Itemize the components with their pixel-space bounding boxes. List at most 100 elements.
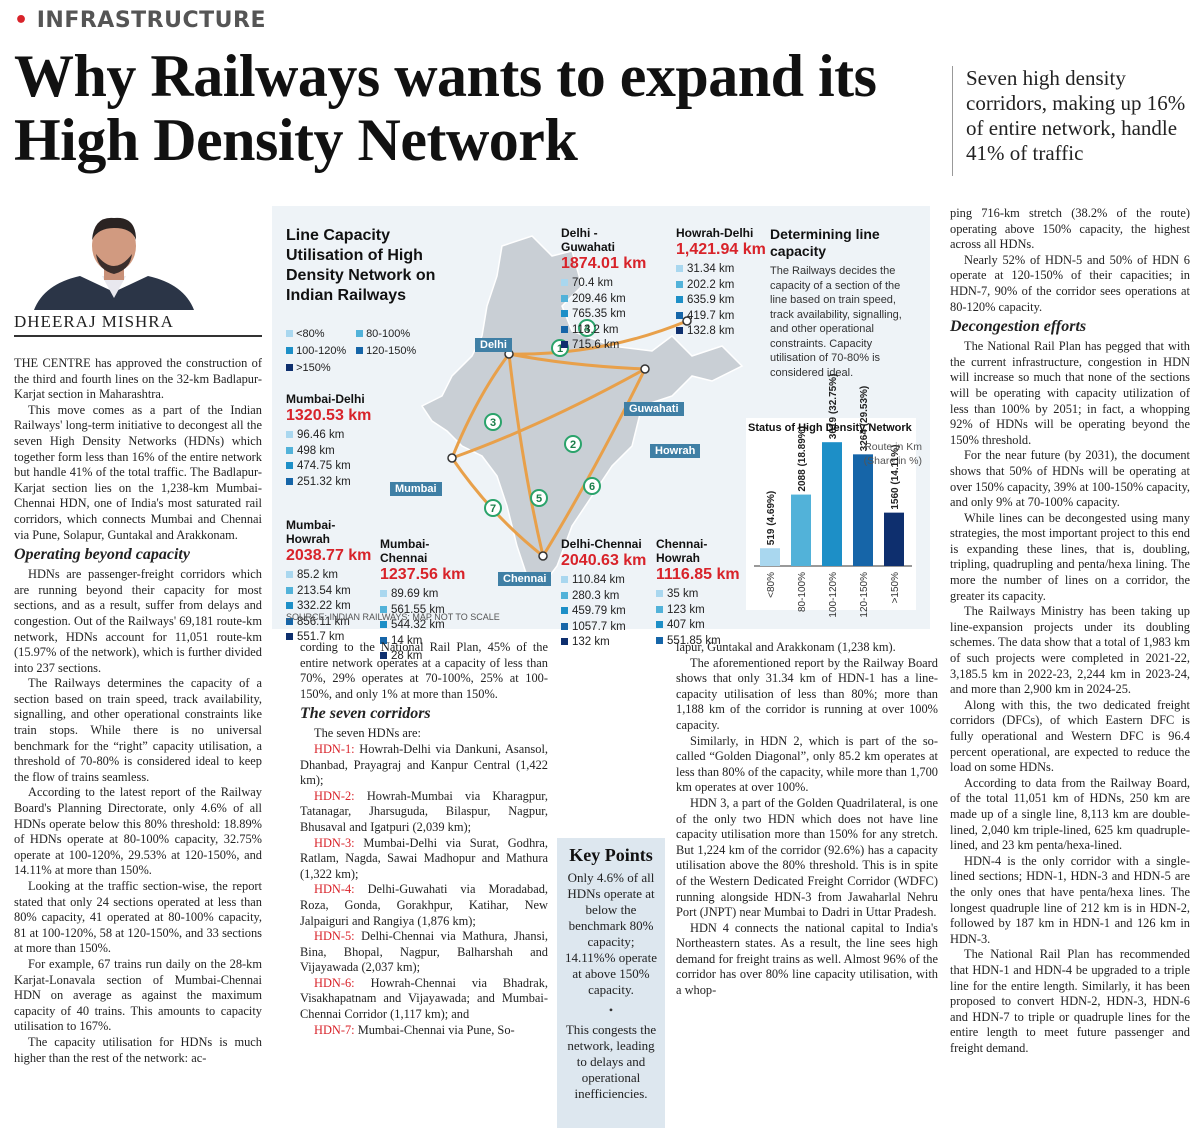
corridor-value: 407 km: [656, 618, 742, 634]
section-name: INFRASTRUCTURE: [36, 8, 266, 33]
city-label-guwahati: Guwahati: [624, 402, 684, 416]
key-points-box: Key Points Only 4.6% of all HDNs operate…: [557, 838, 665, 1128]
corridor-value-text: 89.69 km: [391, 588, 439, 600]
determining-title: Determining line capacity: [770, 226, 880, 259]
paragraph: This move comes as a part of the Indian …: [14, 402, 262, 542]
hdn-list: HDN-1: Howrah-Delhi via Dankuni, Asansol…: [300, 742, 548, 1038]
corridor-stats: Mumbai-Howrah 2038.77 km 85.2 km 213.54 km 3…: [286, 518, 372, 646]
author-photo: [14, 206, 262, 310]
column-4: lapur, Guntakal and Arakkonam (1,238 km)…: [676, 640, 938, 999]
corridor-marker: 5: [530, 489, 548, 507]
corridor-value-text: 544.32 km: [391, 619, 445, 631]
hdn-text: Howrah-Chennai via Bhadrak, Visakhapatna…: [300, 975, 548, 1022]
bar-2: [822, 442, 842, 566]
bar-4: [884, 512, 904, 566]
corridor-value-text: 765.35 km: [572, 308, 626, 320]
divider: [952, 66, 953, 176]
bullet-icon: •: [608, 1003, 614, 1017]
paragraph: Nearly 52% of HDN-5 and 50% of HDN 6 ope…: [950, 252, 1190, 314]
corridor-value: 280.3 km: [561, 589, 647, 605]
paragraph: The Railways Ministry has been taking up…: [950, 604, 1190, 697]
corridor-value-text: 1057.7 km: [572, 620, 626, 633]
paragraph: THE CENTRE has approved the construction…: [14, 356, 262, 402]
corridor-value-text: 551.7 km: [297, 631, 345, 643]
hdn-text: Mumbai-Delhi via Surat, Godhra, Ratlam, …: [300, 835, 548, 881]
section-label: • INFRASTRUCTURE: [14, 8, 266, 33]
svg-text:6: 6: [589, 481, 595, 493]
corridor-line: [541, 368, 647, 557]
corridor-value: 113.2 km: [561, 323, 647, 339]
hdn-text: Delhi-Chennai via Mathura, Jhansi, Bina,…: [300, 929, 548, 975]
hdn-text: Delhi-Guwahati via Moradabad, Roza, Gond…: [300, 882, 548, 928]
determining-text: The Railways decides the capacity of a s…: [770, 265, 902, 379]
bar-label-1: 2088 (18.89%): [797, 426, 808, 492]
corridor-value-text: 251.32 km: [297, 475, 351, 488]
category-label-4: >150%: [890, 572, 901, 604]
corridor-total: 1320.53 km: [286, 407, 372, 424]
chart-bars: 519 (4.69%) <80% 2088 (18.89%) 80-100% 3619 …: [760, 374, 904, 618]
corridor-value-text: 635.9 km: [687, 294, 735, 306]
paragraph: The seven HDNs are:: [314, 726, 422, 741]
corridor-value: 132 km: [561, 635, 647, 651]
corridor-name: Howrah-Delhi: [676, 226, 754, 240]
subheading: The seven corridors: [300, 705, 431, 723]
paragraph: The aforementioned report by the Railway…: [676, 655, 938, 732]
svg-text:2: 2: [570, 439, 576, 451]
corridor-value: 498 km: [286, 444, 372, 460]
corridor-value: 14 km: [380, 634, 466, 650]
paragraph: For example, 67 trains run daily on the …: [14, 956, 262, 1034]
hdn-id: HDN-3:: [314, 835, 355, 850]
corridor-value: 28 km: [380, 649, 466, 665]
corridor-name: Delhi -Guwahati: [561, 226, 616, 254]
hdn-item: HDN-4: Delhi-Guwahati via Moradabad, Roz…: [300, 882, 548, 929]
paragraph: For the near future (by 2031), the docum…: [950, 448, 1190, 510]
city-dot: [538, 551, 548, 561]
hdn-item: HDN-2: Howrah-Mumbai via Kharagpur, Tata…: [300, 789, 548, 836]
infographic-canvas: 1 2 3 4 5 6 7 519 (4.69%) <80% 2088 (18.89…: [420, 235, 916, 618]
corridor-stats: Mumbai-Delhi 1320.53 km 96.46 km 498 km 474.…: [286, 392, 372, 490]
corridor-value: 419.7 km: [676, 309, 766, 325]
corridor-value: 635.9 km: [676, 293, 766, 309]
corridor-total: 2040.63 km: [561, 552, 647, 569]
corridor-stats: Delhi -Guwahati 1874.01 km 70.4 km 209.46 k…: [561, 226, 647, 354]
bar-1: [791, 494, 811, 566]
bar-label-2: 3619 (32.75%): [828, 374, 839, 440]
corridor-value: 85.2 km: [286, 568, 372, 584]
paragraph: Looking at the traffic section-wise, the…: [14, 879, 262, 956]
corridor-value: 551.7 km: [286, 630, 372, 646]
legend: <80% 80-100% 100-120% 120-150% >150%: [286, 326, 436, 377]
corridor-value-text: 459.79 km: [572, 605, 626, 617]
corridor-value-text: 551.85 km: [667, 634, 721, 647]
hdn-text: Howrah-Delhi via Dankuni, Asansol, Dhanb…: [300, 741, 548, 788]
city-dot: [447, 453, 457, 463]
hdn-text: Mumbai-Chennai via Pune, So-: [357, 1022, 515, 1037]
corridor-value-text: 85.2 km: [297, 569, 338, 581]
corridor-total: 1237.56 km: [380, 566, 466, 583]
city-label-delhi: Delhi: [475, 338, 512, 352]
legend-label: 100-120%: [296, 345, 347, 357]
corridor-value: 96.46 km: [286, 428, 372, 444]
corridor-value-text: 14 km: [391, 634, 423, 647]
corridor-name: Mumbai-Chennai: [380, 537, 430, 565]
hdn-id: HDN-7:: [314, 1022, 355, 1037]
corridor-stats: Chennai-Howrah 1116.85 km 35 km 123 km 407 k…: [656, 537, 742, 649]
svg-text:4: 4: [584, 323, 591, 335]
corridor-value-text: 35 km: [667, 588, 699, 600]
city-label-mumbai: Mumbai: [390, 482, 442, 496]
corridor-value-text: 70.4 km: [572, 277, 613, 289]
paragraph: The capacity utilisation for HDNs is muc…: [14, 1034, 262, 1065]
legend-label: <80%: [296, 328, 325, 340]
corridor-value: 474.75 km: [286, 459, 372, 475]
paragraph: According to data from the Railway Board…: [950, 775, 1190, 853]
hdn-item: HDN-3: Mumbai-Delhi via Surat, Godhra, R…: [300, 836, 548, 883]
corridor-value: 89.69 km: [380, 587, 466, 603]
hdn-id: HDN-2:: [314, 788, 355, 803]
corridor-name: Mumbai-Howrah: [286, 518, 336, 546]
corridor-value: 765.35 km: [561, 307, 647, 323]
paragraph: HDN 3, a part of the Golden Quadrilatera…: [676, 795, 938, 920]
corridor-value: 544.32 km: [380, 618, 466, 634]
determining-box: Determining line capacity The Railways d…: [770, 226, 920, 380]
corridor-value: 110.84 km: [561, 573, 647, 589]
key-point: Only 4.6% of all HDNs operate at below t…: [565, 870, 657, 997]
key-point: This congests the network, leading to de…: [565, 1022, 657, 1101]
